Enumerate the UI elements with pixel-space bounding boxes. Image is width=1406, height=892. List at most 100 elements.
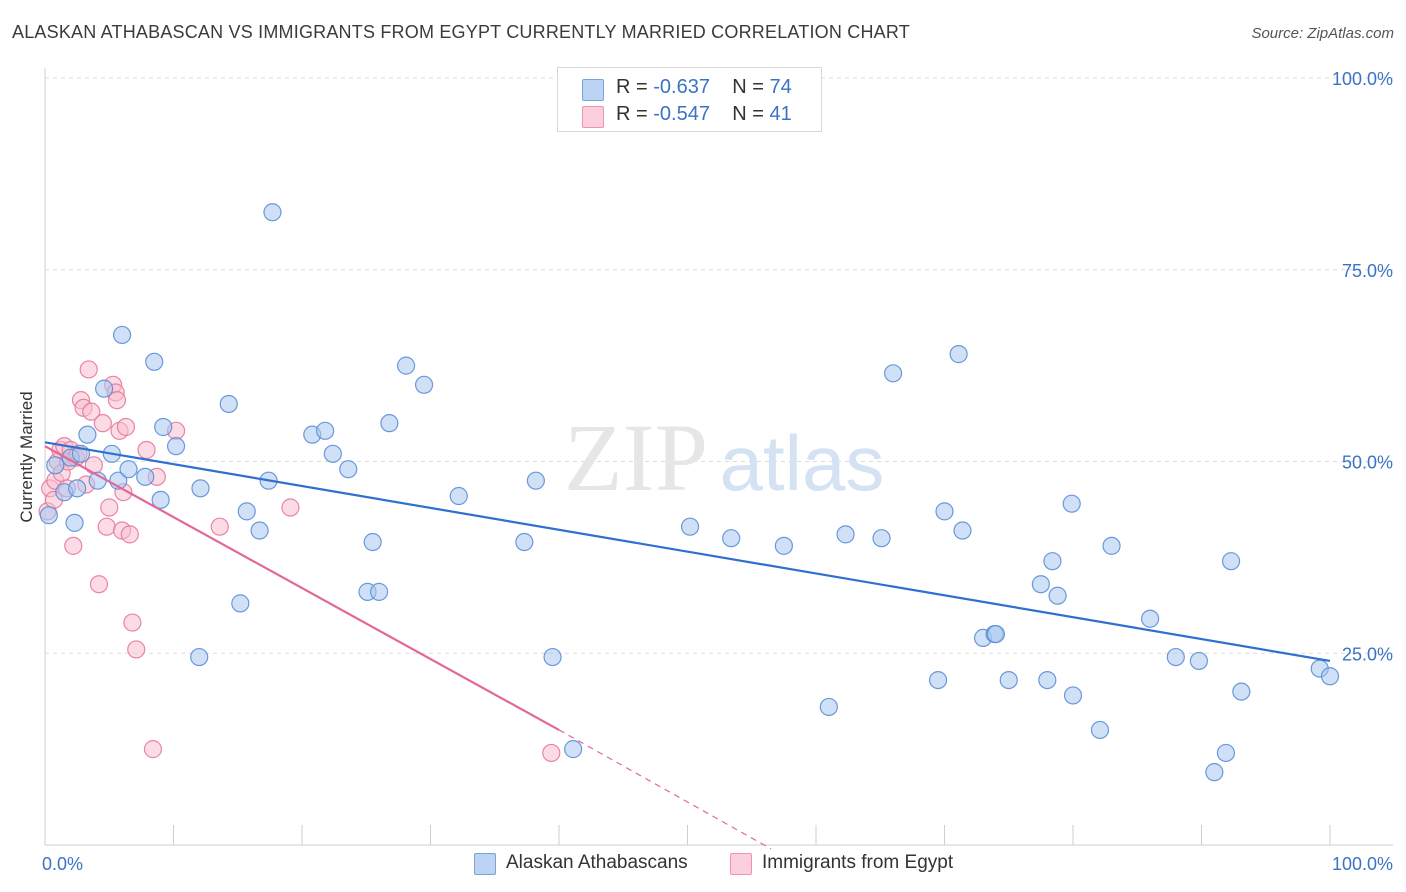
athabascan-point (65, 513, 84, 532)
athabascan-point (680, 517, 700, 536)
athabascan-point (515, 532, 534, 552)
egypt-point (82, 402, 101, 421)
athabascan-point (166, 437, 186, 456)
athabascan-point (526, 471, 545, 490)
egypt-trendline (558, 729, 772, 850)
egypt-point (93, 414, 112, 433)
athabascan-point (836, 525, 855, 544)
series-label: Alaskan Athabascans (506, 852, 688, 873)
tick-labels: 100.0% 75.0% 50.0% 25.0% 0.0% 100.0% (42, 69, 1393, 874)
egypt-point (64, 536, 83, 555)
pink-swatch (582, 106, 604, 128)
egypt-point (542, 743, 561, 763)
athabascan-point (250, 521, 269, 540)
egypt-point (127, 640, 146, 659)
athabascan-point (396, 356, 416, 375)
watermark: ZIP atlas (564, 404, 884, 511)
grid-lines (45, 77, 1393, 654)
egypt-points (38, 360, 561, 763)
athabascan-point (1216, 743, 1236, 763)
egypt-point (281, 498, 300, 517)
trend-lines (44, 441, 1331, 850)
correlation-legend: R = -0.637 N = 74 R = -0.547 N = 41 (557, 67, 822, 132)
athabascan-point (1063, 686, 1083, 705)
athabascan-point (953, 521, 972, 540)
athabascan-point (1043, 552, 1062, 571)
blue-swatch (582, 79, 604, 101)
athabascan-point (119, 460, 138, 479)
athabascan-point (78, 425, 97, 444)
athabascan-point (1090, 720, 1110, 740)
athabascan-point (1205, 763, 1224, 782)
n-value: 41 (769, 103, 792, 125)
athabascan-point (363, 532, 382, 552)
series-label: Immigrants from Egypt (762, 852, 954, 873)
x-tick-label: 100.0% (1332, 854, 1393, 874)
athabascan-point (145, 352, 164, 371)
athabascan-point (316, 421, 335, 440)
athabascan-point (999, 670, 1018, 690)
n-label: N = (732, 103, 764, 125)
athabascan-point (191, 479, 210, 498)
egypt-point (100, 498, 119, 517)
egypt-trendline (44, 445, 560, 731)
athabascan-point (819, 697, 838, 717)
athabascan-point (151, 490, 170, 509)
athabascan-point (774, 536, 793, 555)
legend-text: R = -0.547 N = 41 (616, 103, 792, 126)
egypt-point (137, 440, 156, 460)
athabascan-point (928, 670, 948, 690)
chart-title: ALASKAN ATHABASCAN VS IMMIGRANTS FROM EG… (12, 22, 910, 42)
x-tick-label: 0.0% (42, 854, 83, 874)
egypt-point (89, 575, 109, 594)
athabascan-point (1031, 575, 1050, 594)
athabascan-point (1062, 494, 1081, 513)
r-label: R = (616, 103, 648, 125)
y-tick-label: 100.0% (1332, 69, 1393, 89)
athabascan-point (414, 375, 434, 394)
athabascan-point (39, 506, 58, 525)
athabascan-point (564, 740, 583, 759)
athabascan-point (1189, 651, 1209, 671)
athabascan-point (1320, 667, 1340, 686)
y-tick-label: 50.0% (1342, 453, 1393, 473)
n-value: 74 (769, 76, 792, 98)
blue-swatch (474, 853, 496, 875)
egypt-point (143, 740, 163, 759)
athabascan-point (883, 364, 903, 383)
egypt-point (120, 525, 139, 544)
athabascan-point (112, 325, 132, 345)
athabascan-point (263, 203, 282, 222)
athabascan-point (543, 647, 562, 667)
athabascan-point (370, 582, 389, 601)
legend-text: R = -0.637 N = 74 (616, 76, 792, 99)
athabascan-point (949, 345, 968, 364)
athabascan-point (449, 486, 468, 506)
athabascan-point (154, 417, 173, 437)
athabascan-point (231, 594, 250, 613)
egypt-point (123, 613, 142, 632)
athabascan-point (1102, 536, 1121, 555)
pink-swatch (730, 853, 752, 875)
athabascan-point (237, 502, 256, 521)
athabascan-point (68, 479, 87, 498)
egypt-point (97, 517, 116, 536)
y-tick-label: 25.0% (1342, 644, 1393, 664)
egypt-point (210, 517, 229, 536)
athabascan-trendline (44, 441, 1331, 663)
athabascan-point (380, 414, 399, 433)
r-label: R = (616, 76, 648, 98)
athabascan-point (46, 456, 65, 475)
athabascan-point (95, 379, 114, 398)
athabascan-point (872, 529, 891, 548)
athabascan-point (1166, 647, 1185, 667)
watermark-zip: ZIP (564, 404, 708, 511)
athabascan-point (219, 394, 238, 414)
athabascan-point (1232, 682, 1251, 701)
y-tick-label: 75.0% (1342, 261, 1393, 281)
athabascan-point (935, 502, 954, 521)
athabascan-point (1038, 670, 1057, 690)
y-axis-label: Currently Married (17, 391, 36, 522)
athabascan-point (986, 624, 1006, 644)
